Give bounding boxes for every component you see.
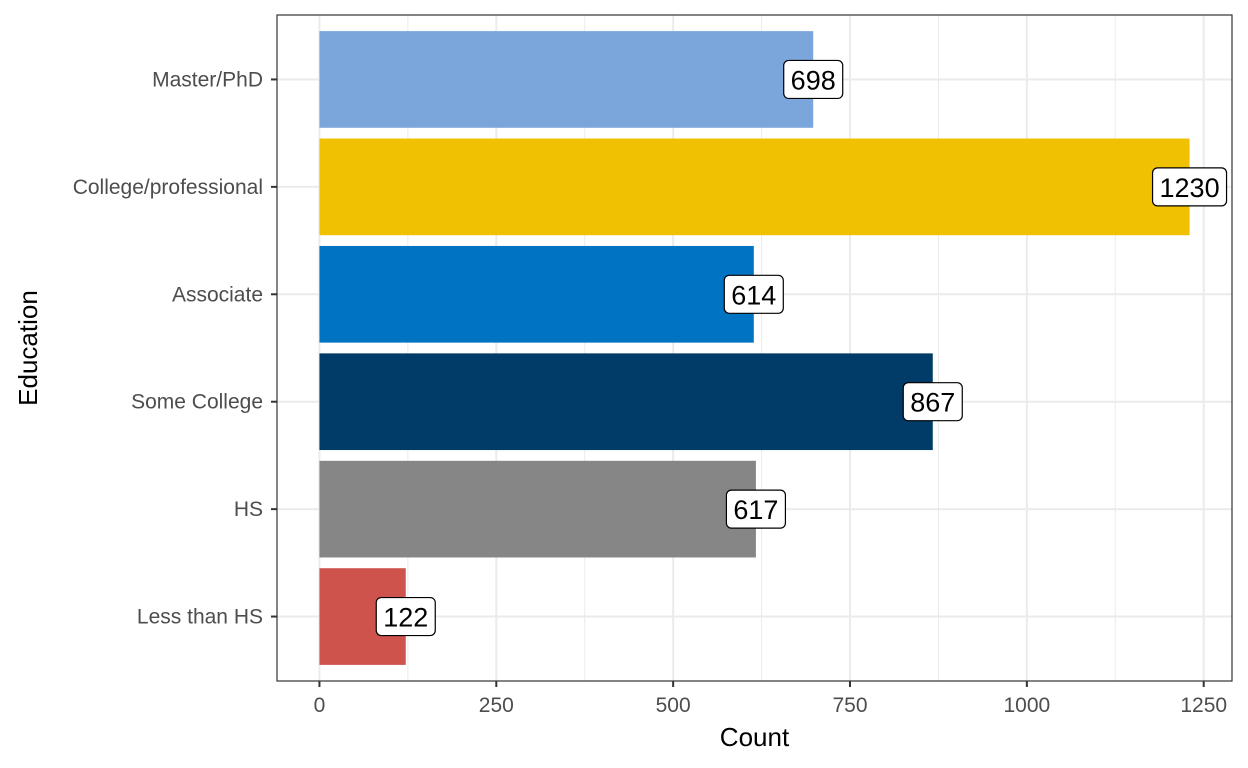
y-tick-label: Associate — [172, 283, 263, 306]
data-label-text: 698 — [791, 65, 836, 95]
data-label: 1230 — [1151, 167, 1228, 207]
y-tick-label: Less than HS — [137, 606, 263, 629]
x-axis-title: Count — [720, 722, 790, 752]
x-axis: 0 250 500 750 1000 1250 — [314, 681, 1227, 717]
y-axis-title: Education — [13, 290, 43, 406]
data-label-box — [375, 596, 436, 637]
data-label-box — [723, 274, 784, 314]
y-tick-label: College/professional — [73, 176, 263, 199]
bar — [319, 31, 814, 128]
data-label-text: 867 — [910, 388, 955, 418]
x-tick-label: 500 — [656, 694, 691, 717]
bars — [319, 31, 1190, 665]
data-label-text: 617 — [733, 495, 778, 525]
y-tick-label: Some College — [131, 391, 263, 414]
data-label-text: 614 — [731, 280, 776, 310]
x-tick-label: 1000 — [1003, 694, 1050, 717]
data-label: 617 — [725, 489, 787, 529]
panel-border — [276, 14, 1233, 682]
data-label: 122 — [375, 596, 436, 637]
data-label-text: 122 — [383, 603, 428, 633]
y-axis: Master/PhD College/professional Associate S… — [73, 68, 277, 629]
y-tick-label: HS — [234, 498, 263, 521]
x-tick-label: 750 — [832, 694, 867, 717]
data-label-box — [783, 59, 844, 100]
data-label-box — [1151, 167, 1228, 207]
x-tick-label: 0 — [314, 694, 326, 717]
data-label: 614 — [723, 274, 784, 314]
x-tick-label: 1250 — [1180, 694, 1227, 717]
bar — [319, 353, 933, 451]
bar — [319, 460, 756, 558]
bar — [319, 138, 1190, 236]
data-label-box — [902, 382, 963, 422]
data-label: 867 — [902, 382, 963, 422]
data-label-text: 1230 — [1160, 173, 1220, 203]
y-tick-label: Master/PhD — [152, 68, 263, 91]
bar — [319, 245, 754, 343]
data-label: 698 — [783, 59, 844, 100]
data-label-box — [725, 489, 787, 529]
x-tick-label: 250 — [479, 694, 514, 717]
data-labels: 698 1230 614 867 617 122 — [375, 59, 1228, 637]
